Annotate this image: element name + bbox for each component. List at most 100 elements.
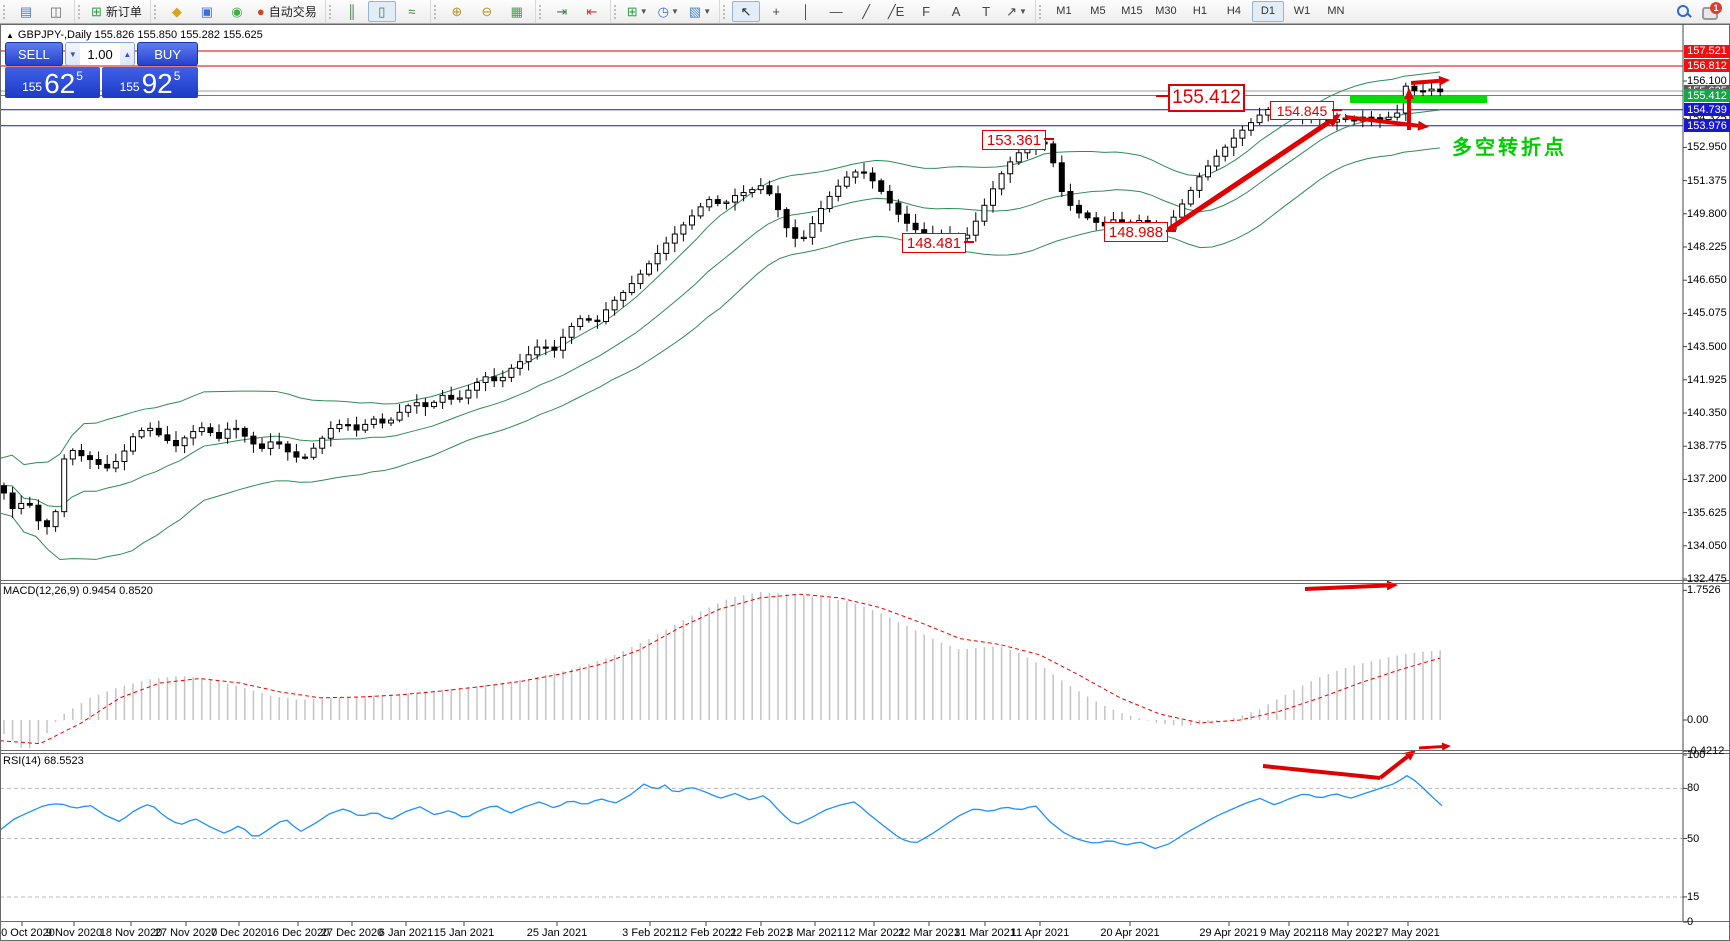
periods-button-dropdown-icon[interactable]: ▼ [670,6,679,16]
arrows-button[interactable]: ↗ ▼ [1002,1,1031,22]
price-tag: 154.739 [1684,103,1730,117]
date-label: 16 Dec 2020 [266,927,330,939]
trendline-icon: ╱ [862,4,871,19]
window-group: ▤ ◫ [0,0,74,23]
tf-m1-button[interactable]: M1 [1056,5,1072,17]
templates-button-dropdown-icon[interactable]: ▼ [703,6,712,16]
macd-label: MACD(12,26,9) 0.9454 0.8520 [3,585,153,597]
annotation-price-box[interactable]: 148.988 [1104,222,1168,242]
tf-mn-button[interactable]: MN [1327,5,1345,17]
fibonacci-icon: F [922,4,931,19]
tf-m30-button[interactable]: M30 [1155,5,1177,17]
price-tick-label: 138.775 [1687,440,1727,453]
tf-m15-button[interactable]: M15 [1121,5,1143,17]
group-drag-handle [538,4,544,19]
tf-m5-button[interactable]: M5 [1090,5,1106,17]
zoom-in-button[interactable]: ⊕ [443,1,471,22]
zoom-out-icon: ⊖ [481,4,493,19]
indicators-button[interactable]: ⊞ ▼ [623,1,652,22]
auto-scroll-icon: ⇥ [556,4,568,19]
date-label: 22 Feb 2021 [730,927,792,939]
templates-icon: ▧ [688,4,702,19]
buy-price[interactable]: 155 92 5 [102,67,198,98]
annotation-price-box[interactable]: 154.845 [1270,101,1334,120]
indicators-button-dropdown-icon[interactable]: ▼ [639,6,648,16]
text-button[interactable]: A [942,1,970,22]
buy-button[interactable]: BUY [137,42,198,66]
price-tick-label: 149.800 [1687,207,1727,220]
periods-button[interactable]: ◷ ▼ [654,1,683,22]
price-tick-label: 145.075 [1687,307,1727,320]
services-group: ◆ ▣ ◉ ● 自动交易 [149,0,325,23]
crosshair-button[interactable]: + [762,1,790,22]
trendline-button[interactable]: ╱ [852,1,880,22]
templates-button[interactable]: ▧ ▼ [685,1,715,22]
market-gold-button[interactable]: ◆ [163,1,191,22]
tf-d1-button[interactable]: D1 [1251,1,1284,22]
volume-down-button[interactable]: ▼ [65,43,80,65]
toolbar-right: 1 [1676,1,1730,20]
bull-bear-turning-point-note[interactable]: 多空转折点 [1452,137,1567,159]
new-order-button-label: 新订单 [105,4,142,19]
group-drag-handle [723,4,728,19]
rsi-tick-label: 15 [1687,890,1700,903]
volume-up-button[interactable]: ▲ [120,43,135,65]
search-stem [1686,11,1692,18]
candlestick-chart-icon: ▯ [378,4,386,19]
signals-button[interactable]: ◉ [223,1,251,22]
equidistant-channel-button[interactable]: ╱E [882,1,910,22]
text-label-button[interactable]: T [972,1,1000,22]
annotation-price-box[interactable]: 148.481 [902,233,966,253]
tf-h1-button[interactable]: H1 [1192,5,1207,17]
tile-windows-button[interactable]: ▦ [503,1,531,22]
date-label: 15 Jan 2021 [433,927,495,939]
date-label: 3 Feb 2021 [622,927,678,939]
chart-type-group: ║ ▯ ≈ [324,0,430,23]
line-chart-button[interactable]: ≈ [398,1,426,22]
price-tick-label: 132.475 [1687,573,1727,585]
volume-value[interactable]: 1.00 [87,46,113,62]
vertical-line-button[interactable]: │ [792,1,820,22]
auto-scroll-button[interactable]: ⇥ [548,1,576,22]
profiles-button[interactable]: ◫ [42,1,70,22]
new-order-button[interactable]: ⊞ 新订单 [87,1,146,22]
tf-h4-button[interactable]: H4 [1226,5,1241,17]
tile-windows-icon: ▦ [510,4,523,19]
autotrading-button[interactable]: ● 自动交易 [253,1,321,22]
candlestick-chart-button[interactable]: ▯ [367,1,396,22]
zoom-out-button[interactable]: ⊖ [473,1,501,22]
objects-group: ⊞ ▼ ◷ ▼ ▧ ▼ [609,0,719,23]
rsi-tick-label: 80 [1687,782,1700,795]
collapse-triangle-icon[interactable]: ▲ [6,31,14,40]
search-icon[interactable] [1676,4,1692,20]
date-label: 3 Mar 2021 [787,927,843,939]
fibonacci-button[interactable]: F [912,1,940,22]
chart-shift-button[interactable]: ⇤ [578,1,606,22]
bar-chart-button[interactable]: ║ [338,1,366,22]
sell-price-prefix: 155 [22,80,43,94]
date-label: 18 May 2021 [1316,927,1380,939]
tf-w1-button[interactable]: W1 [1293,5,1311,17]
community-chat-icon[interactable]: 1 [1702,1,1722,20]
cursor-button[interactable]: ↖ [732,1,761,22]
group-drag-handle [1038,4,1044,19]
date-label: 6 Jan 2021 [378,927,434,939]
arrows-button-dropdown-icon[interactable]: ▼ [1019,6,1027,16]
date-label: 31 Mar 2021 [954,927,1016,939]
price-tag: 153.976 [1684,119,1730,133]
group-drag-handle [153,4,159,19]
price-tag: 157.521 [1684,44,1730,58]
symbol-ohlc-text: GBPJPY-,Daily 155.826 155.850 155.282 15… [17,29,263,41]
annotation-price-box[interactable]: 153.361 [982,130,1046,150]
virtual-hosting-button[interactable]: ▣ [193,1,221,22]
line-chart-icon: ≈ [408,4,416,19]
horizontal-line-button[interactable]: — [822,1,850,22]
sell-button[interactable]: SELL [5,42,63,66]
annotation-price-box[interactable]: 155.412 [1168,84,1245,112]
new-chart-button[interactable]: ▤ [12,1,40,22]
arrows-icon: ↗ [1006,4,1018,19]
sell-price[interactable]: 155 62 5 [5,67,100,98]
chart-canvas[interactable] [0,24,1730,941]
date-label: 27 Nov 2020 [154,927,218,939]
